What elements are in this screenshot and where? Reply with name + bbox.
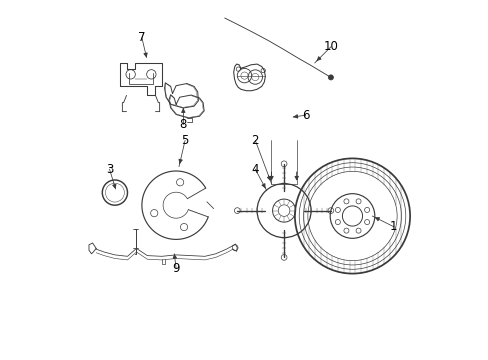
Text: 5: 5: [181, 134, 188, 147]
Text: 10: 10: [323, 40, 338, 53]
Text: 6: 6: [301, 109, 309, 122]
Text: 2: 2: [251, 134, 259, 147]
Text: 4: 4: [251, 163, 259, 176]
Text: 9: 9: [172, 262, 180, 275]
Text: 1: 1: [389, 220, 397, 233]
Text: 8: 8: [179, 118, 186, 131]
Text: 7: 7: [138, 31, 145, 44]
Circle shape: [328, 75, 333, 80]
Text: 3: 3: [105, 163, 113, 176]
